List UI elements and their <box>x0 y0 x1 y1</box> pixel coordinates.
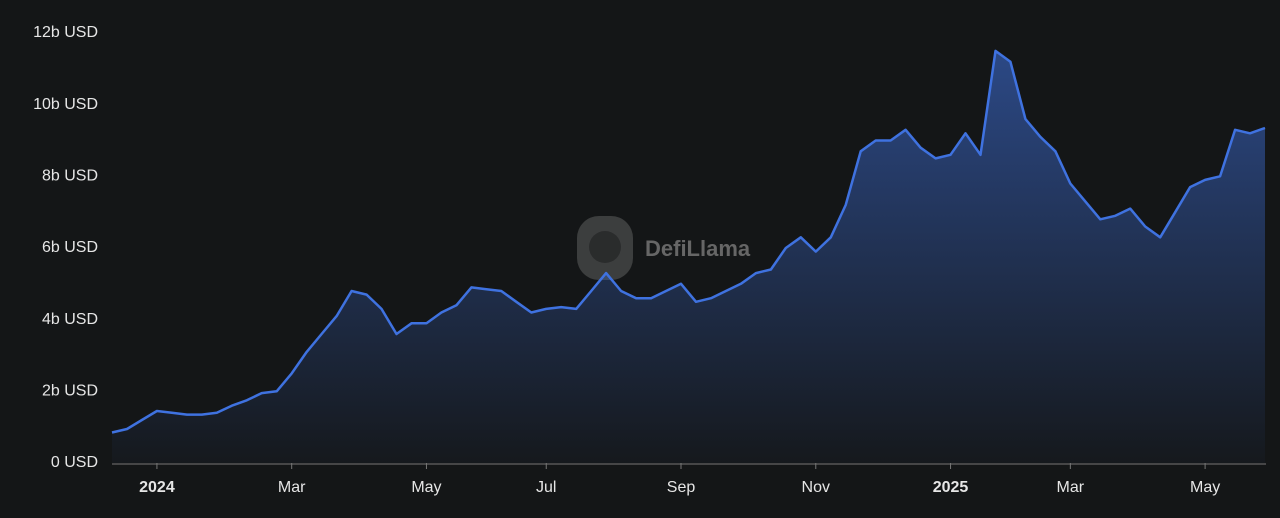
y-tick-label: 2b USD <box>42 383 98 400</box>
y-tick-label: 8b USD <box>42 168 98 185</box>
watermark-logo <box>577 216 633 280</box>
y-tick-label: 6b USD <box>42 239 98 256</box>
area-fill <box>112 50 1265 464</box>
y-tick-label: 12b USD <box>33 24 98 41</box>
x-tick-label: May <box>1190 479 1220 496</box>
watermark: DefiLlama <box>645 236 751 261</box>
x-tick-label: 2025 <box>933 479 969 496</box>
y-tick-label: 4b USD <box>42 311 98 328</box>
y-tick-label: 10b USD <box>33 96 98 113</box>
x-tick-label: 2024 <box>139 479 175 496</box>
x-tick-label: May <box>411 479 441 496</box>
x-tick-label: Sep <box>667 479 696 496</box>
x-tick-label: Mar <box>1057 479 1085 496</box>
x-tick-label: Mar <box>278 479 306 496</box>
x-tick-label: Nov <box>802 479 830 496</box>
line <box>111 49 1266 434</box>
x-tick-label: Jul <box>536 479 556 496</box>
y-tick-label: 0 USD <box>51 454 98 471</box>
